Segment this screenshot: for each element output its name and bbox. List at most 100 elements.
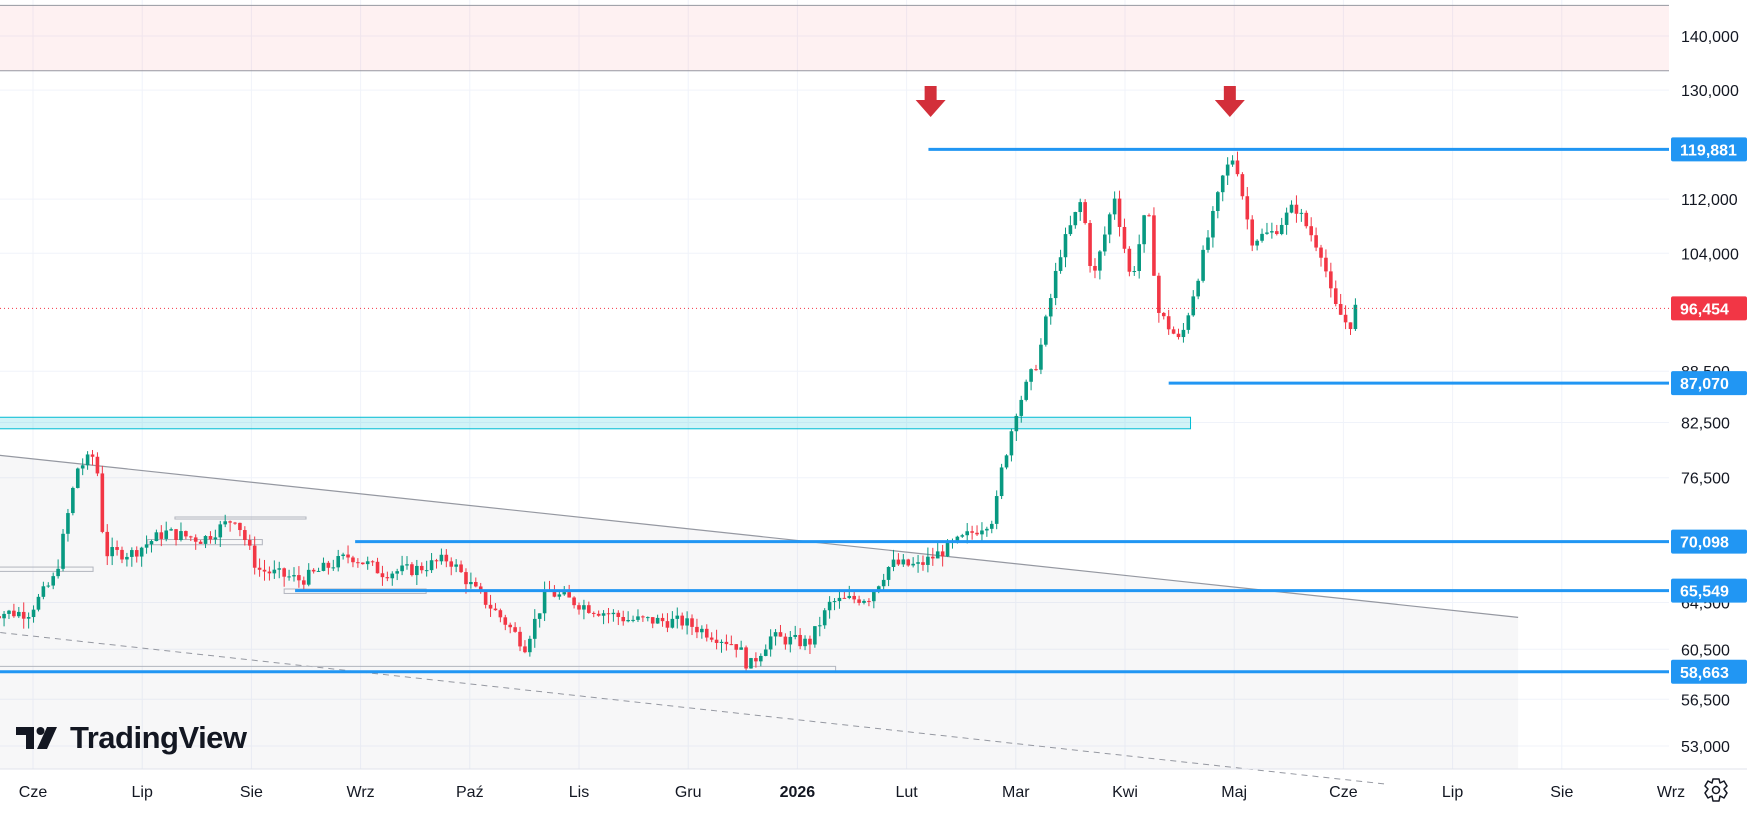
candle (695, 618, 699, 639)
candle (1171, 326, 1176, 335)
candle-body (518, 631, 522, 647)
candle (154, 529, 159, 542)
candle-body (857, 599, 861, 603)
candle (1161, 311, 1166, 320)
candle (41, 581, 46, 600)
candle (847, 585, 852, 600)
candle (66, 508, 70, 542)
candle (577, 602, 581, 615)
candle-body (1147, 215, 1151, 217)
candle (454, 559, 458, 573)
candle (891, 549, 896, 572)
candle-body (247, 539, 252, 546)
candle-body (415, 565, 419, 576)
candle-body (390, 573, 395, 579)
candle-body (724, 641, 729, 645)
price-tick-label: 53,000 (1681, 739, 1730, 756)
candle (1329, 262, 1333, 298)
candle (7, 609, 11, 620)
candle-body (704, 628, 709, 638)
candle (26, 612, 31, 629)
candle (1044, 314, 1048, 347)
candle-body (798, 634, 802, 647)
down-arrow-icon (1214, 86, 1245, 117)
candle-body (120, 549, 124, 560)
candle (105, 524, 110, 566)
candle-body (999, 467, 1004, 497)
candle-body (1294, 204, 1299, 214)
dashed-trendline[interactable] (0, 631, 1388, 785)
candle-body (587, 605, 591, 613)
candle-body (749, 658, 753, 669)
candle (778, 624, 783, 637)
candle-body (252, 545, 257, 568)
candle-body (1029, 369, 1033, 382)
time-tick-label: Lip (132, 784, 153, 801)
time-axis[interactable]: Cze Lip Sie Wrz Paź Lis Gru 2026 Lut Mar Kwi Maj Cze… (0, 768, 1747, 801)
candle (498, 608, 503, 623)
support-zone[interactable] (0, 416, 1192, 430)
candle-body (21, 611, 26, 619)
candle (700, 625, 704, 639)
candle-body (213, 537, 218, 540)
candle (1279, 217, 1284, 236)
levels-layer[interactable] (0, 147, 1669, 674)
candle-body (896, 559, 901, 565)
candle (660, 613, 665, 627)
candle (587, 601, 591, 614)
candle (935, 541, 940, 559)
candle (56, 559, 60, 579)
candle (262, 559, 267, 581)
time-tick-label: Lip (1442, 784, 1463, 801)
candle-body (1329, 271, 1333, 289)
candle-body (513, 627, 517, 632)
range-box[interactable] (174, 516, 307, 520)
candle (149, 539, 154, 553)
candle (1289, 200, 1294, 214)
candle-body (41, 586, 46, 597)
candle (606, 607, 611, 624)
price-tick-label: 56,500 (1681, 692, 1730, 709)
candle (1009, 428, 1014, 462)
candle (1024, 379, 1028, 402)
candle (749, 657, 753, 669)
candle (46, 582, 51, 588)
settings-gear-icon[interactable] (1704, 778, 1728, 802)
candle (911, 557, 915, 568)
range-box[interactable] (0, 566, 94, 572)
candle (1304, 210, 1309, 229)
candle-body (356, 562, 360, 564)
candle (1093, 258, 1097, 279)
candle (120, 546, 124, 564)
candle (989, 520, 994, 534)
candle (926, 547, 930, 573)
candle (243, 526, 247, 546)
resistance-zone[interactable] (0, 5, 1669, 71)
candle-body (532, 618, 537, 639)
candle-body (469, 581, 473, 585)
level-price-badge-background (1671, 371, 1747, 396)
candle (724, 634, 729, 651)
candle-body (1245, 196, 1250, 220)
candle (1201, 245, 1205, 283)
candle (233, 521, 237, 525)
candle (0, 616, 1, 619)
candle-body (685, 618, 689, 626)
candle-body (695, 626, 699, 633)
level-price-badge-background (1671, 578, 1747, 603)
price-axis[interactable]: 140,000130,000112,000104,00088,50082,500… (1669, 0, 1747, 813)
candle (1230, 155, 1235, 167)
candle (1274, 224, 1279, 236)
candle-body (498, 610, 503, 618)
candle (1299, 208, 1304, 222)
candle-body (228, 521, 232, 523)
tradingview-logo[interactable]: TradingView (16, 720, 248, 755)
candle (601, 610, 606, 625)
candle-body (862, 600, 866, 603)
candle (488, 594, 493, 617)
candle (444, 549, 449, 568)
candle-body (867, 600, 871, 602)
time-tick-label: Wrz (347, 784, 375, 801)
